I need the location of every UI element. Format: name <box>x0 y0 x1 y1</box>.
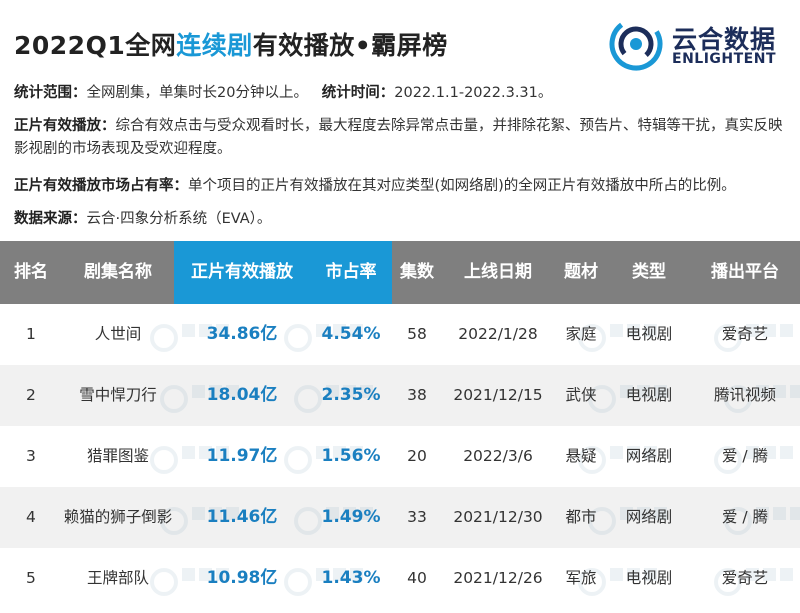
cell-platform: 腾讯视频 <box>713 386 776 404</box>
cell-rank: 5 <box>26 569 36 587</box>
cell-share: 1.56% <box>321 446 381 466</box>
logo-text-cn: 云合数据 <box>672 25 777 54</box>
cell-episodes: 33 <box>407 508 427 526</box>
cell-name: 赖猫的狮子倒影 <box>63 508 173 526</box>
scope-label: 统计范围： <box>14 85 87 101</box>
cell-genre: 军旅 <box>565 569 597 587</box>
title-highlight: 连续剧 <box>176 31 253 60</box>
header-date: 上线日期 <box>464 262 532 282</box>
cell-rank: 2 <box>26 386 36 404</box>
table-header: 排名 剧集名称 正片有效播放 市占率 集数 上线日期 题材 类型 播出平台 <box>0 241 800 304</box>
info-scope-line: 统计范围：全网剧集，单集时长20分钟以上。 统计时间：2022.1.1-2022… <box>14 82 790 105</box>
table-body: 1 人世间 34.86亿 4.54% 58 2022/1/28 家庭 电视剧 爱奇艺 2 雪中悍刀行… <box>0 304 800 609</box>
cell-share: 2.35% <box>321 385 381 405</box>
table-row: 1 人世间 34.86亿 4.54% 58 2022/1/28 家庭 电视剧 爱奇艺 <box>0 304 800 365</box>
cell-share: 1.49% <box>321 507 381 527</box>
header-platform: 播出平台 <box>711 262 779 282</box>
cell-type: 电视剧 <box>625 386 673 404</box>
cell-platform: 爱 / 腾 <box>721 508 769 526</box>
cell-share: 4.54% <box>321 324 381 344</box>
header-genre: 题材 <box>564 262 598 282</box>
header-rank: 排名 <box>14 262 48 282</box>
cell-type: 电视剧 <box>625 325 673 343</box>
cell-plays: 34.86亿 <box>206 324 278 344</box>
cell-date: 2021/12/30 <box>453 508 543 526</box>
cell-plays: 11.97亿 <box>206 446 278 466</box>
share-value: 单个项目的正片有效播放在其对应类型(如网络剧)的全网正片有效播放中所占的比例。 <box>188 178 736 194</box>
effective-label: 正片有效播放： <box>14 118 116 134</box>
page-header: 2022Q1全网连续剧有效播放•霸屏榜 云合数据 ENLIGHTENT <box>0 0 800 78</box>
header-name: 剧集名称 <box>84 262 152 282</box>
cell-plays: 10.98亿 <box>206 568 278 588</box>
cell-name: 王牌部队 <box>86 569 149 587</box>
info-source-line: 数据来源：云合·四象分析系统（EVA）。 <box>14 208 790 231</box>
cell-date: 2022/1/28 <box>458 325 538 343</box>
time-label: 统计时间： <box>321 85 395 101</box>
cell-episodes: 58 <box>407 325 427 343</box>
cell-name: 雪中悍刀行 <box>79 386 157 404</box>
cell-type: 网络剧 <box>625 508 673 526</box>
cell-rank: 4 <box>26 508 36 526</box>
ranking-table: 排名 剧集名称 正片有效播放 市占率 集数 上线日期 题材 类型 播出平台 1 人… <box>0 241 800 609</box>
cell-platform: 爱奇艺 <box>721 325 769 343</box>
table-row: 3 猎罪图鉴 11.97亿 1.56% 20 2022/3/6 悬疑 网络剧 爱 / 腾 <box>0 426 800 487</box>
cell-type: 网络剧 <box>625 447 673 465</box>
info-share-line: 正片有效播放市场占有率：单个项目的正片有效播放在其对应类型(如网络剧)的全网正片… <box>14 175 790 198</box>
header-episodes: 集数 <box>400 262 434 282</box>
cell-genre: 武侠 <box>565 386 597 404</box>
table-row: 2 雪中悍刀行 18.04亿 2.35% 38 2021/12/15 武侠 电视剧 腾讯视频 <box>0 365 800 426</box>
header-type: 类型 <box>632 262 666 282</box>
cell-name: 猎罪图鉴 <box>86 447 149 465</box>
cell-genre: 家庭 <box>565 325 597 343</box>
cell-share: 1.43% <box>321 568 381 588</box>
source-label: 数据来源： <box>14 211 87 227</box>
cell-platform: 爱 / 腾 <box>721 447 769 465</box>
cell-name: 人世间 <box>94 325 142 343</box>
cell-date: 2021/12/26 <box>453 569 543 587</box>
cell-episodes: 20 <box>407 447 427 465</box>
cell-type: 电视剧 <box>625 569 673 587</box>
source-value: 云合·四象分析系统（EVA）。 <box>86 211 272 227</box>
cell-plays: 18.04亿 <box>206 385 278 405</box>
cell-episodes: 40 <box>407 569 427 587</box>
table-row: 5 王牌部队 10.98亿 1.43% 40 2021/12/26 军旅 电视剧 爱奇艺 <box>0 548 800 609</box>
share-label: 正片有效播放市场占有率： <box>14 178 188 194</box>
header-share: 市占率 <box>310 241 392 304</box>
effective-value: 综合有效点击与受众观看时长，最大程度去除异常点击量，并排除花絮、预告片、特辑等干… <box>14 118 783 157</box>
enlightent-logo: 云合数据 ENLIGHTENT <box>608 16 794 72</box>
cell-rank: 3 <box>26 447 36 465</box>
table-row: 4 赖猫的狮子倒影 11.46亿 1.49% 33 2021/12/30 都市 网络剧 爱 / … <box>0 487 800 548</box>
cell-platform: 爱奇艺 <box>721 569 769 587</box>
cell-rank: 1 <box>26 325 36 343</box>
logo-text-en: ENLIGHTENT <box>672 51 776 67</box>
scope-value: 全网剧集，单集时长20分钟以上。 <box>86 85 308 101</box>
header-plays: 正片有效播放 <box>174 241 310 304</box>
info-effective-line: 正片有效播放：综合有效点击与受众观看时长，最大程度去除异常点击量，并排除花絮、预… <box>14 115 790 161</box>
title-suffix: 有效播放•霸屏榜 <box>252 31 448 60</box>
time-value: 2022.1.1-2022.3.31。 <box>394 85 553 101</box>
enlightent-logo-icon <box>609 17 663 71</box>
cell-date: 2021/12/15 <box>453 386 543 404</box>
cell-genre: 悬疑 <box>565 447 597 465</box>
cell-episodes: 38 <box>407 386 427 404</box>
cell-date: 2022/3/6 <box>463 447 533 465</box>
page-title: 2022Q1全网连续剧有效播放•霸屏榜 <box>14 26 448 62</box>
cell-plays: 11.46亿 <box>206 507 278 527</box>
title-prefix: 2022Q1全网 <box>14 31 177 60</box>
cell-genre: 都市 <box>565 508 597 526</box>
